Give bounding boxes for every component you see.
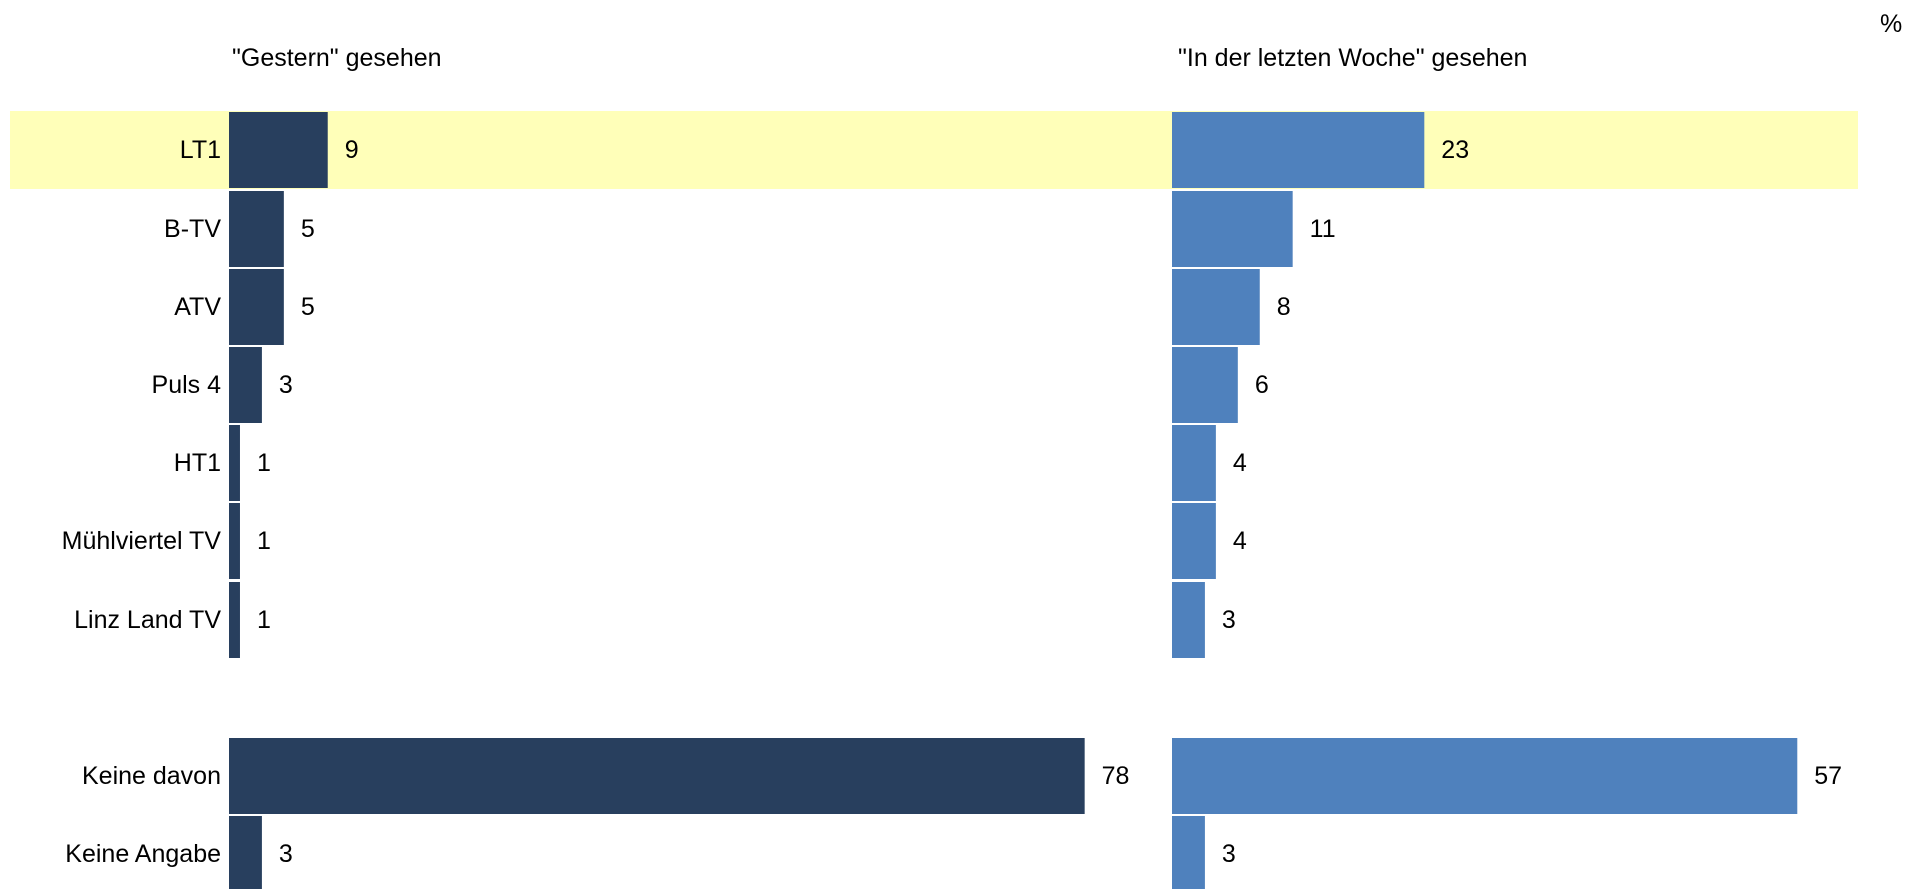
value-label-letzte-woche: 11 <box>1309 215 1336 243</box>
value-label-letzte-woche: 6 <box>1254 371 1269 399</box>
value-label-letzte-woche: 57 <box>1814 762 1843 790</box>
value-label-gestern: 78 <box>1101 762 1130 790</box>
bar-letzte-woche <box>1172 112 1425 188</box>
bar-gestern <box>229 191 284 267</box>
value-label-gestern: 1 <box>256 449 271 477</box>
bar-gestern <box>229 425 240 501</box>
bar-gestern <box>229 582 240 658</box>
bar-gestern <box>229 816 262 889</box>
value-label-letzte-woche: 23 <box>1441 136 1470 164</box>
value-label-gestern: 1 <box>256 527 271 555</box>
category-label: B-TV <box>164 215 221 243</box>
value-label-gestern: 5 <box>300 215 315 243</box>
bar-gestern <box>229 503 240 579</box>
bar-gestern <box>229 347 262 423</box>
category-label: HT1 <box>173 449 221 477</box>
value-label-gestern: 3 <box>278 840 293 868</box>
bar-gestern <box>229 738 1085 814</box>
right-panel-title: "In der letzten Woche" gesehen <box>1178 44 1528 72</box>
bar-letzte-woche <box>1172 738 1798 814</box>
category-label: ATV <box>174 293 221 321</box>
value-label-letzte-woche: 4 <box>1232 449 1247 477</box>
value-label-gestern: 3 <box>278 371 293 399</box>
bar-letzte-woche <box>1172 347 1238 423</box>
category-label: LT1 <box>179 136 221 164</box>
bar-letzte-woche <box>1172 503 1216 579</box>
category-label: Linz Land TV <box>74 606 221 634</box>
bar-letzte-woche <box>1172 816 1205 889</box>
category-label: Puls 4 <box>151 371 221 399</box>
bar-gestern <box>229 269 284 345</box>
bar-letzte-woche <box>1172 425 1216 501</box>
value-label-letzte-woche: 4 <box>1232 527 1247 555</box>
bar-gestern <box>229 112 328 188</box>
value-label-gestern: 1 <box>256 606 271 634</box>
value-label-letzte-woche: 3 <box>1221 840 1236 868</box>
value-label-gestern: 9 <box>344 136 359 164</box>
category-label: Keine davon <box>81 762 221 790</box>
bar-letzte-woche <box>1172 191 1293 267</box>
unit-label: % <box>1880 10 1903 38</box>
value-label-letzte-woche: 3 <box>1221 606 1236 634</box>
category-label: Keine Angabe <box>65 840 221 868</box>
value-label-gestern: 5 <box>300 293 315 321</box>
left-panel-title: "Gestern" gesehen <box>232 44 442 72</box>
value-label-letzte-woche: 8 <box>1276 293 1291 321</box>
bar-letzte-woche <box>1172 269 1260 345</box>
bar-letzte-woche <box>1172 582 1205 658</box>
category-label: Mühlviertel TV <box>61 527 221 555</box>
